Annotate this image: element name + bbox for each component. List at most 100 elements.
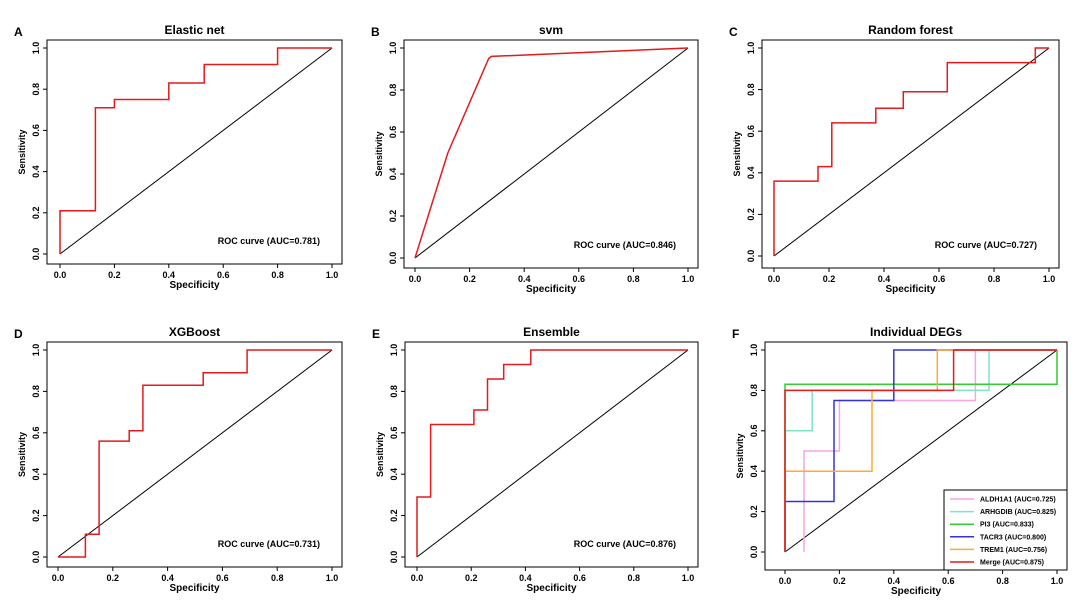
chart-title: XGBoost [169,325,220,339]
x-tick-label: 0.4 [161,573,174,583]
y-tick-label: 0.4 [31,165,41,178]
y-tick-label: 0.0 [31,248,41,261]
y-tick-label: 0.4 [746,167,756,180]
roc-curve-line [784,349,1057,552]
roc-curve-line [773,47,1049,256]
x-axis-label: Specificity [169,280,219,291]
chart-title: Elastic net [164,23,224,37]
x-tick-label: 0.2 [465,573,478,583]
x-tick-label: 0.8 [996,576,1009,586]
plot-frame [46,39,343,265]
x-tick-label: 1.0 [1043,274,1056,284]
x-tick-label: 0.4 [519,573,532,583]
chart-title: svm [539,23,563,37]
x-tick-label: 0.2 [463,274,476,284]
legend-label: ARHGDIB (AUC=0.825) [980,509,1056,516]
x-tick-label: 0.4 [518,274,531,284]
plot-frame [764,341,1068,571]
x-tick-label: 0.6 [217,270,230,280]
y-tick-label: 1.0 [31,344,41,357]
y-tick-label: 0.8 [388,84,398,97]
reference-diagonal [416,349,689,558]
x-tick-label: 1.0 [326,270,339,280]
legend: ALDH1A1 (AUC=0.725) ARHGDIB (AUC=0.825) PI… [943,489,1068,571]
roc-curve-line [414,47,689,259]
roc-curve-line [416,349,688,557]
y-tick-label: 0.8 [389,385,399,398]
y-tick-label: 1.0 [749,344,759,357]
panel-letter: D [14,327,23,341]
y-axis-label: Sensitivity [17,129,27,174]
plot-frame [46,341,343,568]
y-axis-label: Sensitivity [732,131,742,176]
x-tick-label: 0.8 [628,573,641,583]
panel-letter: F [732,327,739,341]
legend-label: PI3 (AUC=0.833) [980,522,1034,529]
y-tick-label: 0.2 [31,509,41,522]
x-tick-label: 0.6 [573,274,586,284]
x-tick-label: 0.4 [878,274,891,284]
y-axis-label: Sensitivity [374,131,384,176]
plot-frame [404,341,699,568]
x-tick-label: 0.8 [988,274,1001,284]
panel-letter: C [729,25,738,39]
roc-panel-c: 0.0 0.0 0.2 0.2 0.4 0.4 0.6 0.6 0.8 0.8 1.0 1.0 C Ran… [729,23,1060,295]
x-tick-label: 1.0 [326,573,339,583]
x-tick-label: 0.6 [573,573,586,583]
x-axis-label: Specificity [169,583,219,594]
x-axis-label: Specificity [526,583,576,594]
plot-frame [761,39,1060,269]
y-axis-label: Sensitivity [735,433,745,478]
x-tick-label: 0.0 [411,573,424,583]
roc-panel-b: 0.0 0.0 0.2 0.2 0.4 0.4 0.6 0.6 0.8 0.8 1.0 1.0 B svm… [371,23,699,295]
x-axis-label: Specificity [885,284,935,295]
roc-panel-d: 0.0 0.0 0.2 0.2 0.4 0.4 0.6 0.6 0.8 0.8 1.0 1.0 D XGB… [14,325,343,594]
auc-annotation: ROC curve (AUC=0.781) [218,236,320,246]
y-tick-label: 0.8 [746,83,756,96]
y-tick-label: 0.0 [31,551,41,564]
x-axis-label: Specificity [891,586,941,597]
legend-label: TREM1 (AUC=0.756) [980,547,1047,554]
y-tick-label: 0.2 [746,208,756,221]
chart-title: Ensemble [523,325,580,339]
x-tick-label: 0.8 [271,270,284,280]
roc-curve-line [59,47,332,254]
y-tick-label: 0.6 [749,425,759,438]
y-tick-label: 0.6 [388,126,398,139]
legend-label: TACR3 (AUC=0.800) [980,534,1046,541]
x-tick-label: 0.6 [942,576,955,586]
y-tick-label: 0.2 [31,207,41,220]
x-tick-label: 0.6 [933,274,946,284]
chart-title: Individual DEGs [870,325,962,339]
x-tick-label: 0.2 [823,274,836,284]
y-tick-label: 0.4 [389,468,399,481]
y-tick-label: 0.6 [31,124,41,137]
y-tick-label: 0.2 [389,509,399,522]
y-tick-label: 0.0 [389,551,399,564]
x-tick-label: 0.4 [163,270,176,280]
y-tick-label: 0.8 [31,385,41,398]
y-tick-label: 0.0 [749,546,759,559]
x-axis-label: Specificity [526,284,576,295]
y-tick-label: 1.0 [389,344,399,357]
reference-diagonal [59,47,333,255]
x-tick-label: 0.0 [54,270,67,280]
auc-annotation: ROC curve (AUC=0.727) [935,240,1037,250]
y-tick-label: 0.8 [749,384,759,397]
y-tick-label: 0.6 [746,125,756,138]
panel-letter: E [372,327,380,341]
y-axis-label: Sensitivity [375,432,385,477]
x-tick-label: 1.0 [682,573,695,583]
x-tick-label: 0.6 [216,573,229,583]
chart-title: Random forest [868,23,953,37]
x-tick-label: 0.8 [627,274,640,284]
y-tick-label: 0.6 [31,427,41,440]
reference-diagonal [414,47,689,259]
auc-annotation: ROC curve (AUC=0.731) [218,539,320,549]
x-tick-label: 0.8 [271,573,284,583]
y-axis-label: Sensitivity [17,432,27,477]
plot-frame [403,39,699,269]
x-tick-label: 0.0 [52,573,65,583]
reference-diagonal [57,349,333,558]
